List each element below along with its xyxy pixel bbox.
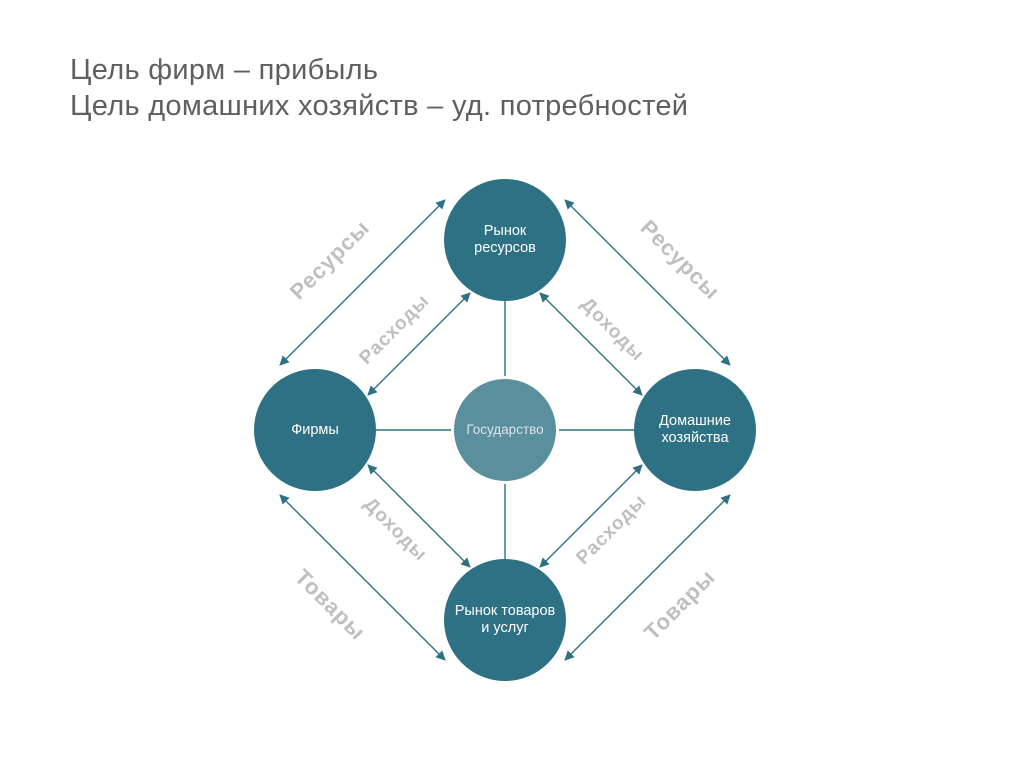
slide: Цель фирм – прибыль Цель домашних хозяйс… [0, 0, 1024, 768]
node-bottom: Рынок товаров и услуг [444, 559, 566, 681]
node-left: Фирмы [254, 369, 376, 491]
node-right: Домашние хозяйства [634, 369, 756, 491]
node-top: Рынок ресурсов [444, 179, 566, 301]
diagram-stage: Ресурсы Ресурсы Товары Товары Расходы До… [0, 0, 1024, 768]
node-center: Государство [451, 376, 559, 484]
node-left-label: Фирмы [291, 422, 339, 439]
node-center-label: Государство [466, 422, 543, 438]
node-right-label: Домашние хозяйства [642, 413, 748, 446]
node-top-label: Рынок ресурсов [452, 223, 558, 256]
node-bottom-label: Рынок товаров и услуг [452, 603, 558, 636]
